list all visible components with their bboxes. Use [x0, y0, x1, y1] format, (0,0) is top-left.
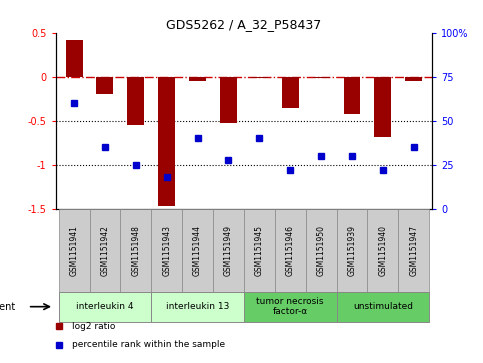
- Text: GSM1151939: GSM1151939: [347, 225, 356, 276]
- Bar: [337, 291, 429, 322]
- Text: GSM1151942: GSM1151942: [100, 225, 110, 276]
- Bar: [337, 209, 368, 291]
- Bar: [158, 77, 175, 206]
- Text: unstimulated: unstimulated: [353, 302, 413, 311]
- Bar: [313, 77, 329, 78]
- Bar: [368, 209, 398, 291]
- Text: GSM1151948: GSM1151948: [131, 225, 141, 276]
- Bar: [220, 77, 237, 123]
- Text: GSM1151945: GSM1151945: [255, 225, 264, 276]
- Title: GDS5262 / A_32_P58437: GDS5262 / A_32_P58437: [166, 19, 322, 32]
- Bar: [189, 77, 206, 81]
- Text: log2 ratio: log2 ratio: [72, 322, 116, 331]
- Text: GSM1151950: GSM1151950: [317, 225, 326, 276]
- Text: tumor necrosis
factor-α: tumor necrosis factor-α: [256, 297, 324, 317]
- Bar: [213, 209, 244, 291]
- Bar: [58, 209, 89, 291]
- Text: GSM1151941: GSM1151941: [70, 225, 79, 276]
- Bar: [306, 209, 337, 291]
- Bar: [182, 209, 213, 291]
- Text: GSM1151940: GSM1151940: [378, 225, 387, 276]
- Text: GSM1151944: GSM1151944: [193, 225, 202, 276]
- Bar: [151, 209, 182, 291]
- Bar: [128, 77, 144, 125]
- Text: interleukin 13: interleukin 13: [166, 302, 229, 311]
- Bar: [398, 209, 429, 291]
- Bar: [282, 77, 298, 107]
- Text: interleukin 4: interleukin 4: [76, 302, 134, 311]
- Bar: [244, 291, 337, 322]
- Bar: [151, 291, 244, 322]
- Bar: [89, 209, 120, 291]
- Text: percentile rank within the sample: percentile rank within the sample: [72, 340, 226, 349]
- Bar: [58, 291, 151, 322]
- Bar: [251, 77, 268, 78]
- Bar: [343, 77, 360, 114]
- Text: GSM1151943: GSM1151943: [162, 225, 171, 276]
- Bar: [97, 77, 114, 94]
- Text: GSM1151947: GSM1151947: [409, 225, 418, 276]
- Bar: [405, 77, 422, 81]
- Bar: [120, 209, 151, 291]
- Bar: [244, 209, 275, 291]
- Bar: [66, 40, 83, 77]
- Bar: [374, 77, 391, 136]
- Bar: [275, 209, 306, 291]
- Text: GSM1151949: GSM1151949: [224, 225, 233, 276]
- Text: GSM1151946: GSM1151946: [286, 225, 295, 276]
- Text: agent: agent: [0, 302, 16, 312]
